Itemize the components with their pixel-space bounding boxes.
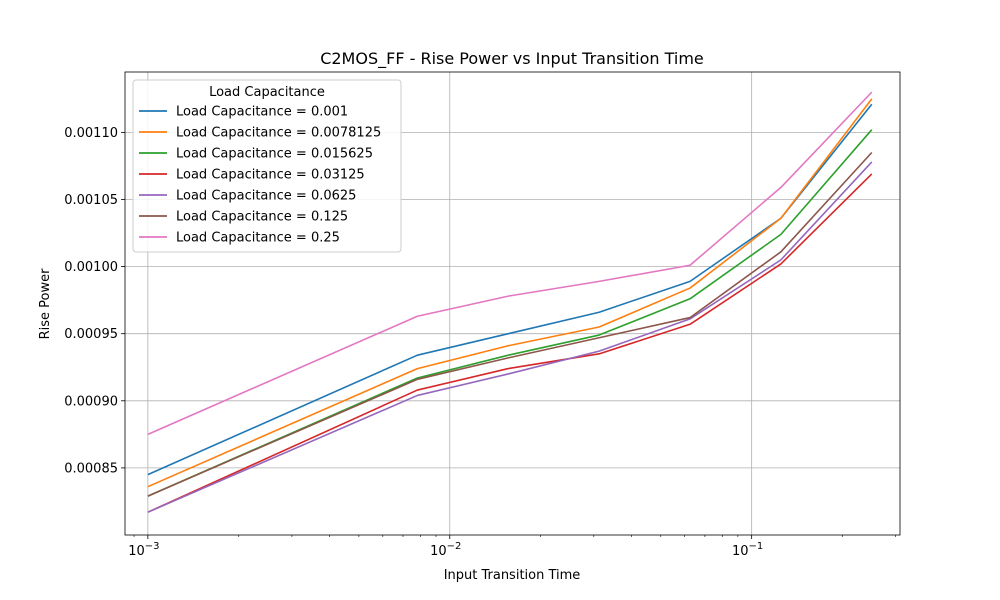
y-tick-label: 0.00105 [64,193,118,208]
legend-label: Load Capacitance = 0.0625 [176,189,356,204]
series-line [147,173,873,513]
legend-label: Load Capacitance = 0.03125 [176,168,365,183]
legend-label: Load Capacitance = 0.001 [176,105,348,120]
legend-label: Load Capacitance = 0.015625 [176,147,373,162]
chart-title: C2MOS_FF - Rise Power vs Input Transitio… [320,49,704,69]
legend-label: Load Capacitance = 0.125 [176,210,348,225]
series-line [147,161,873,513]
y-tick-label: 0.00110 [64,126,118,141]
y-tick-label: 0.00085 [64,461,118,476]
legend: Load Capacitance Load Capacitance = 0.001… [132,79,402,253]
series-line [147,98,873,488]
y-tick-label: 0.00095 [64,327,118,342]
legend-label: Load Capacitance = 0.0078125 [176,126,381,141]
y-tick-label: 0.00100 [64,260,118,275]
x-tick-label: 10−1 [732,541,763,559]
legend-label: Load Capacitance = 0.25 [176,231,340,246]
legend-box [132,79,402,253]
x-axis-title: Input Transition Time [444,568,581,583]
legend-title: Load Capacitance [209,85,325,100]
series-line [147,91,873,436]
x-tick-label: 10−3 [128,541,159,559]
series-line [147,129,873,497]
y-axis-title: Rise Power [38,268,53,340]
plot-frame [124,71,901,536]
x-tick-label: 10−2 [430,541,461,559]
series-line [147,151,873,497]
y-tick-label: 0.00090 [64,394,118,409]
